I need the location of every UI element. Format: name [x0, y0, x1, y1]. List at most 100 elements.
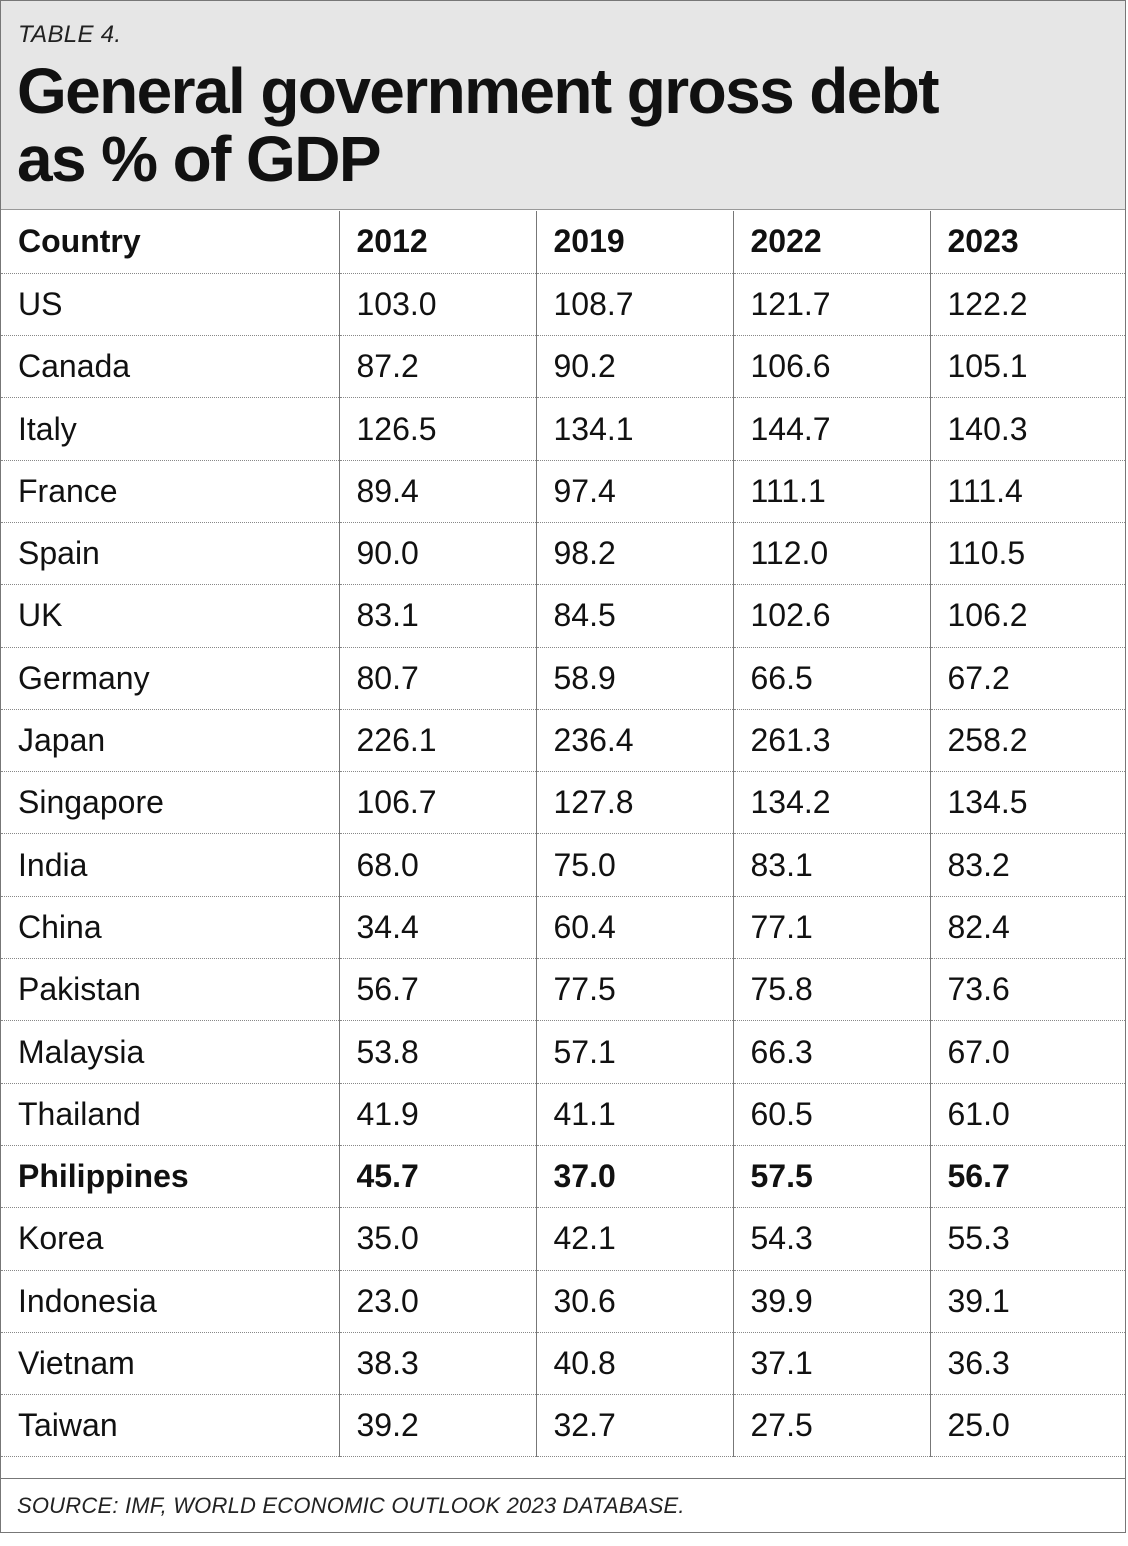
value-cell: 127.8 [536, 771, 734, 835]
value-cell: 106.2 [930, 584, 1125, 648]
value-cell: 80.7 [339, 647, 537, 710]
value-cell: 32.7 [536, 1394, 734, 1458]
value-cell: 122.2 [930, 273, 1125, 337]
title-line-1: General government gross debt [17, 55, 940, 127]
value-cell: 90.2 [536, 335, 734, 399]
value-cell: 58.9 [536, 647, 734, 710]
value-cell: 56.7 [339, 958, 537, 1022]
value-cell: 258.2 [930, 709, 1125, 773]
title-line-2: as % of GDP [17, 123, 382, 195]
country-cell: US [1, 273, 340, 337]
country-cell: Spain [1, 522, 340, 586]
country-cell: Italy [1, 397, 340, 461]
table-row: Malaysia 53.8 57.1 66.3 67.0 [1, 1020, 1125, 1084]
value-cell: 77.5 [536, 958, 734, 1022]
value-cell: 66.3 [733, 1020, 931, 1084]
value-cell: 134.1 [536, 397, 734, 461]
value-cell: 42.1 [536, 1207, 734, 1271]
value-cell: 83.1 [733, 833, 931, 897]
value-cell: 67.2 [930, 647, 1125, 710]
country-cell: Philippines [1, 1145, 340, 1209]
value-cell: 27.5 [733, 1394, 931, 1458]
table-row: Vietnam 38.3 40.8 37.1 36.3 [1, 1332, 1125, 1396]
value-cell: 61.0 [930, 1083, 1125, 1146]
value-cell: 57.1 [536, 1020, 734, 1084]
value-cell: 105.1 [930, 335, 1125, 399]
value-cell: 226.1 [339, 709, 537, 773]
table-row: Germany 80.7 58.9 66.5 67.2 [1, 647, 1125, 710]
value-cell: 112.0 [733, 522, 931, 586]
value-cell: 75.0 [536, 833, 734, 897]
country-cell: Singapore [1, 771, 340, 835]
value-cell: 41.1 [536, 1083, 734, 1146]
country-cell: China [1, 896, 340, 960]
value-cell: 41.9 [339, 1083, 537, 1146]
value-cell: 40.8 [536, 1332, 734, 1396]
value-cell: 34.4 [339, 896, 537, 960]
value-cell: 35.0 [339, 1207, 537, 1271]
country-cell: Korea [1, 1207, 340, 1271]
value-cell: 97.4 [536, 460, 734, 523]
value-cell: 140.3 [930, 397, 1125, 461]
debt-table: Country 2012 2019 2022 2023 US 103.0 108.7… [1, 211, 1125, 1458]
table-row: Spain 90.0 98.2 112.0 110.5 [1, 522, 1125, 586]
country-cell: Vietnam [1, 1332, 340, 1396]
table-header: TABLE 4. General government gross debt a… [1, 1, 1125, 210]
value-cell: 82.4 [930, 896, 1125, 960]
value-cell: 60.5 [733, 1083, 931, 1146]
value-cell: 37.1 [733, 1332, 931, 1396]
value-cell: 60.4 [536, 896, 734, 960]
value-cell: 75.8 [733, 958, 931, 1022]
value-cell: 102.6 [733, 584, 931, 648]
value-cell: 106.7 [339, 771, 537, 835]
column-header: 2022 [733, 211, 931, 274]
value-cell: 90.0 [339, 522, 537, 586]
column-header: 2023 [930, 211, 1125, 274]
value-cell: 45.7 [339, 1145, 537, 1209]
value-cell: 84.5 [536, 584, 734, 648]
value-cell: 39.1 [930, 1270, 1125, 1333]
value-cell: 67.0 [930, 1020, 1125, 1084]
country-cell: Thailand [1, 1083, 340, 1146]
country-cell: France [1, 460, 340, 523]
value-cell: 25.0 [930, 1394, 1125, 1458]
table-row: US 103.0 108.7 121.7 122.2 [1, 273, 1125, 337]
country-cell: India [1, 833, 340, 897]
column-header: 2019 [536, 211, 734, 274]
country-cell: Malaysia [1, 1020, 340, 1084]
country-cell: Japan [1, 709, 340, 773]
value-cell: 68.0 [339, 833, 537, 897]
value-cell: 77.1 [733, 896, 931, 960]
table-row: Japan 226.1 236.4 261.3 258.2 [1, 709, 1125, 773]
column-header: 2012 [339, 211, 537, 274]
table-row: Korea 35.0 42.1 54.3 55.3 [1, 1207, 1125, 1271]
value-cell: 111.1 [733, 460, 931, 523]
value-cell: 56.7 [930, 1145, 1125, 1209]
value-cell: 23.0 [339, 1270, 537, 1333]
column-header: Country [1, 211, 340, 274]
table-title: General government gross debt as % of GD… [17, 55, 940, 195]
value-cell: 83.1 [339, 584, 537, 648]
value-cell: 87.2 [339, 335, 537, 399]
value-cell: 111.4 [930, 460, 1125, 523]
value-cell: 89.4 [339, 460, 537, 523]
source-note: SOURCE: IMF, WORLD ECONOMIC OUTLOOK 2023… [17, 1493, 685, 1518]
country-cell: Germany [1, 647, 340, 710]
value-cell: 54.3 [733, 1207, 931, 1271]
value-cell: 134.5 [930, 771, 1125, 835]
source-divider [1, 1478, 1125, 1479]
table-row: Pakistan 56.7 77.5 75.8 73.6 [1, 958, 1125, 1022]
table-row: India 68.0 75.0 83.1 83.2 [1, 833, 1125, 897]
value-cell: 57.5 [733, 1145, 931, 1209]
country-cell: Indonesia [1, 1270, 340, 1333]
value-cell: 121.7 [733, 273, 931, 337]
value-cell: 83.2 [930, 833, 1125, 897]
table-row: Indonesia 23.0 30.6 39.9 39.1 [1, 1270, 1125, 1333]
value-cell: 55.3 [930, 1207, 1125, 1271]
value-cell: 39.9 [733, 1270, 931, 1333]
value-cell: 98.2 [536, 522, 734, 586]
country-cell: UK [1, 584, 340, 648]
table-row: Singapore 106.7 127.8 134.2 134.5 [1, 771, 1125, 835]
table-row: France 89.4 97.4 111.1 111.4 [1, 460, 1125, 523]
